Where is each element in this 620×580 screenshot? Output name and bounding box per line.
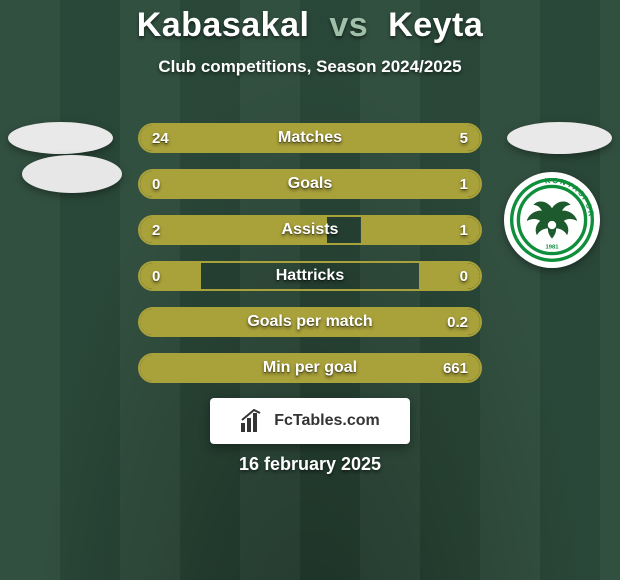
konyaspor-icon: KONYASPOR 1981 — [510, 178, 594, 262]
brand-card: FcTables.com — [210, 398, 410, 444]
subtitle: Club competitions, Season 2024/2025 — [0, 57, 620, 77]
stat-fill-left — [140, 217, 327, 243]
player2-name: Keyta — [388, 6, 483, 44]
page-title: Kabasakal vs Keyta — [0, 0, 620, 45]
stat-fill-right — [419, 263, 480, 289]
player2-avatar — [507, 122, 612, 154]
stat-row: 21Assists — [138, 215, 482, 245]
date-text: 16 february 2025 — [0, 454, 620, 475]
stat-row: 01Goals — [138, 169, 482, 199]
player1-avatar — [8, 122, 113, 154]
stat-row: 661Min per goal — [138, 353, 482, 383]
vs-label: vs — [319, 6, 378, 44]
svg-text:1981: 1981 — [545, 245, 559, 251]
club-badge-left — [22, 155, 122, 193]
stat-fill-left — [140, 125, 398, 151]
player1-name: Kabasakal — [137, 6, 310, 44]
stat-bars: 245Matches 01Goals 21Assists 00Hattricks 0.2… — [138, 123, 482, 383]
fctables-icon — [240, 409, 266, 433]
stat-fill-right — [140, 355, 480, 381]
stat-fill-right — [398, 125, 480, 151]
stat-fill-right — [361, 217, 480, 243]
stat-fill-right — [201, 171, 480, 197]
club-badge-right: KONYASPOR 1981 — [504, 172, 600, 268]
stat-fill-right — [140, 309, 480, 335]
content-root: Kabasakal vs Keyta Club competitions, Se… — [0, 0, 620, 580]
stat-fill-left — [140, 171, 201, 197]
brand-text: FcTables.com — [274, 412, 380, 430]
stat-row: 00Hattricks — [138, 261, 482, 291]
stat-row: 0.2Goals per match — [138, 307, 482, 337]
stat-fill-left — [140, 263, 201, 289]
stat-row: 245Matches — [138, 123, 482, 153]
